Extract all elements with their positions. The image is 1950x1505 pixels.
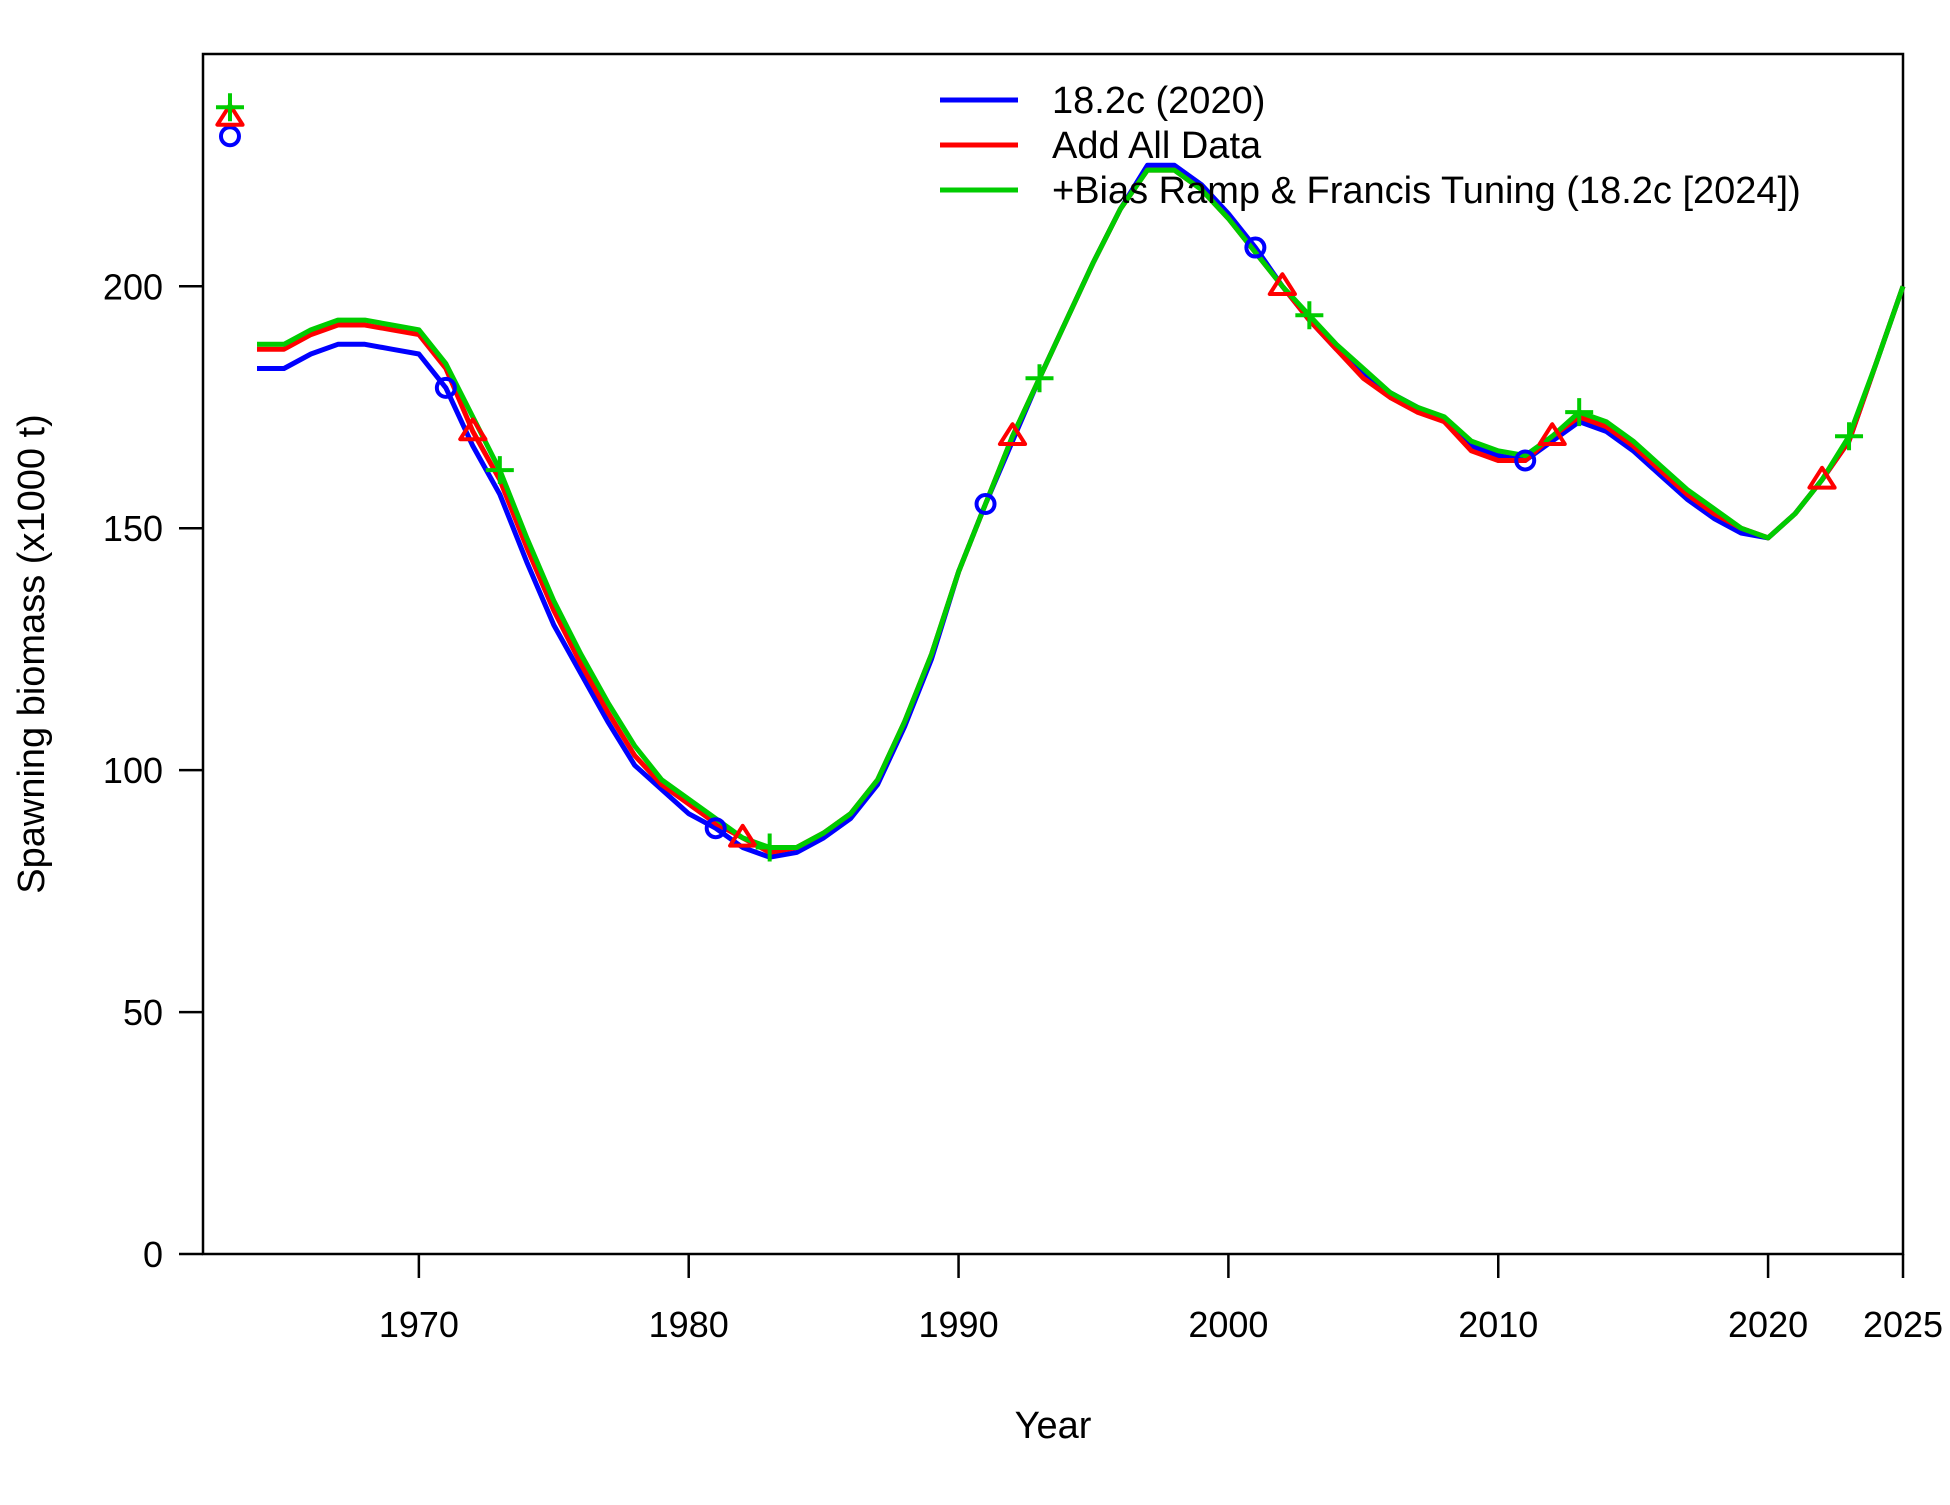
triangle-marker-series-2 (728, 823, 758, 848)
circle-marker-series-1 (1514, 449, 1537, 472)
legend: 18.2c (2020)Add All Data+Bias Ramp & Fra… (940, 80, 1801, 212)
legend-label-1: 18.2c (2020) (1052, 80, 1265, 122)
circle-marker-series-1 (434, 376, 457, 399)
circle-marker-series-1 (1244, 236, 1267, 259)
plus-marker-series-3 (1295, 301, 1324, 330)
plot-frame (201, 52, 1905, 1256)
x-tick-label: 2020 (1728, 1304, 1808, 1345)
y-tick-label: 0 (143, 1234, 163, 1275)
plus-marker-series-3 (1565, 398, 1594, 427)
y-tick-label: 150 (103, 508, 163, 549)
plus-marker-series-3 (1025, 364, 1054, 393)
x-tick-label: 2000 (1188, 1304, 1268, 1345)
triangle-marker-series-2 (215, 102, 245, 127)
y-tick-label: 100 (103, 750, 163, 791)
markers-group (215, 93, 1864, 862)
y-tick-label: 200 (103, 266, 163, 307)
x-tick-label: 1980 (649, 1304, 729, 1345)
triangle-marker-series-2 (997, 422, 1028, 447)
circle-marker-series-1 (218, 125, 241, 148)
circle-marker-series-1 (704, 817, 727, 840)
x-tick-label: 1970 (379, 1304, 459, 1345)
series-group (257, 162, 1906, 860)
triangle-marker-series-2 (458, 417, 488, 442)
legend-label-3: +Bias Ramp & Francis Tuning (18.2c [2024… (1052, 170, 1801, 212)
x-axis-title: Year (1015, 1405, 1092, 1447)
series-line-3 (257, 167, 1906, 850)
x-tick-label: 1990 (919, 1304, 999, 1345)
triangle-marker-series-2 (1267, 272, 1297, 297)
plus-marker-series-3 (485, 456, 514, 485)
plus-marker-series-3 (1835, 422, 1864, 451)
y-axis-title: Spawning biomass (x1000 t) (11, 414, 53, 893)
x-tick-label: 2010 (1458, 1304, 1538, 1345)
legend-label-2: Add All Data (1052, 125, 1262, 167)
circle-marker-series-1 (974, 493, 997, 515)
y-tick-label: 50 (123, 992, 163, 1033)
triangle-marker-series-2 (1807, 465, 1837, 490)
triangle-marker-series-2 (1537, 422, 1567, 447)
plus-marker-series-3 (755, 833, 784, 862)
plus-marker-series-3 (215, 93, 244, 122)
x-tick-label: 2025 (1863, 1304, 1943, 1345)
axes-group: 0 50 100 150 200 1970 1980 1990 2000 2010 2020 2025 (103, 52, 1943, 1345)
